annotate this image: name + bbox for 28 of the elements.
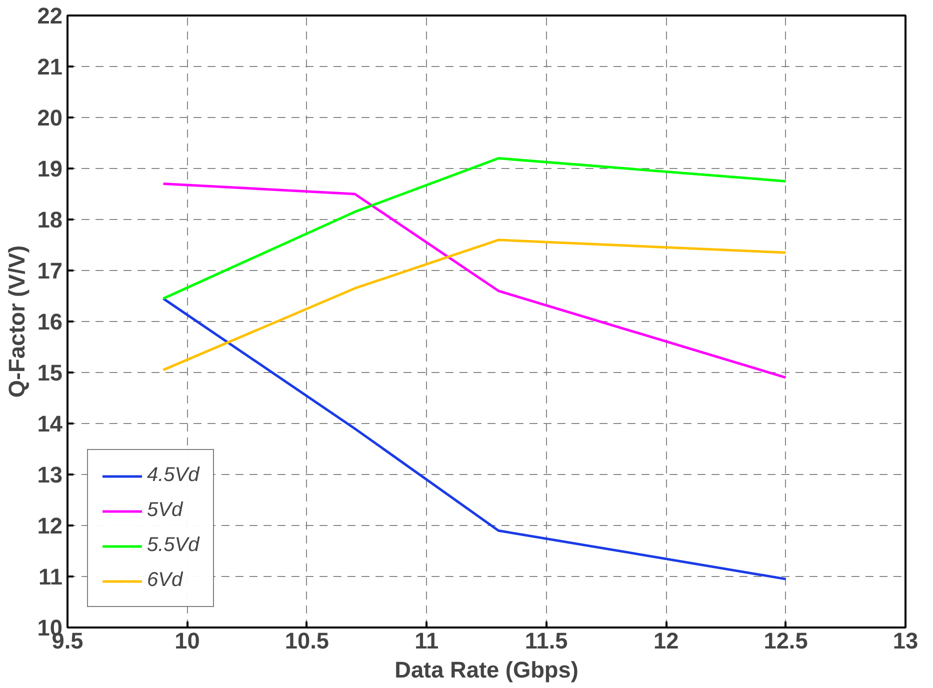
- line-series: [162, 157, 788, 300]
- x-axis-title: Data Rate (Gbps): [394, 656, 578, 682]
- legend-label: 6Vd: [147, 569, 183, 592]
- y-tick-label: 19: [37, 156, 62, 182]
- y-tick-label: 21: [37, 54, 62, 80]
- line-series: [162, 182, 788, 379]
- y-tick-label: 15: [37, 360, 62, 386]
- legend-label: 5Vd: [147, 499, 183, 522]
- y-tick-label: 12: [37, 512, 62, 538]
- x-tick-label: 13: [892, 628, 918, 654]
- x-tick-label: 12: [653, 628, 679, 654]
- y-tick-label: 13: [37, 462, 62, 488]
- x-tick-label: 10.5: [284, 628, 329, 654]
- y-tick-label: 17: [37, 258, 62, 284]
- y-tick-label: 11: [38, 564, 63, 590]
- y-tick-label: 16: [37, 308, 62, 334]
- y-tick-label: 20: [37, 104, 62, 130]
- y-tick-label: 18: [37, 206, 62, 232]
- legend-label: 5.5Vd: [147, 534, 200, 557]
- x-tick-label: 10: [174, 628, 200, 654]
- legend-label: 4.5Vd: [147, 464, 200, 487]
- x-tick-label: 11.5: [524, 628, 568, 654]
- y-tick-label: 22: [37, 2, 62, 28]
- x-tick-label: 12.5: [764, 628, 808, 654]
- y-axis-title: Q-Factor (V/V): [3, 245, 30, 398]
- x-tick-label: 11: [414, 628, 439, 654]
- y-tick-label: 14: [37, 410, 63, 436]
- line-series: [162, 238, 788, 372]
